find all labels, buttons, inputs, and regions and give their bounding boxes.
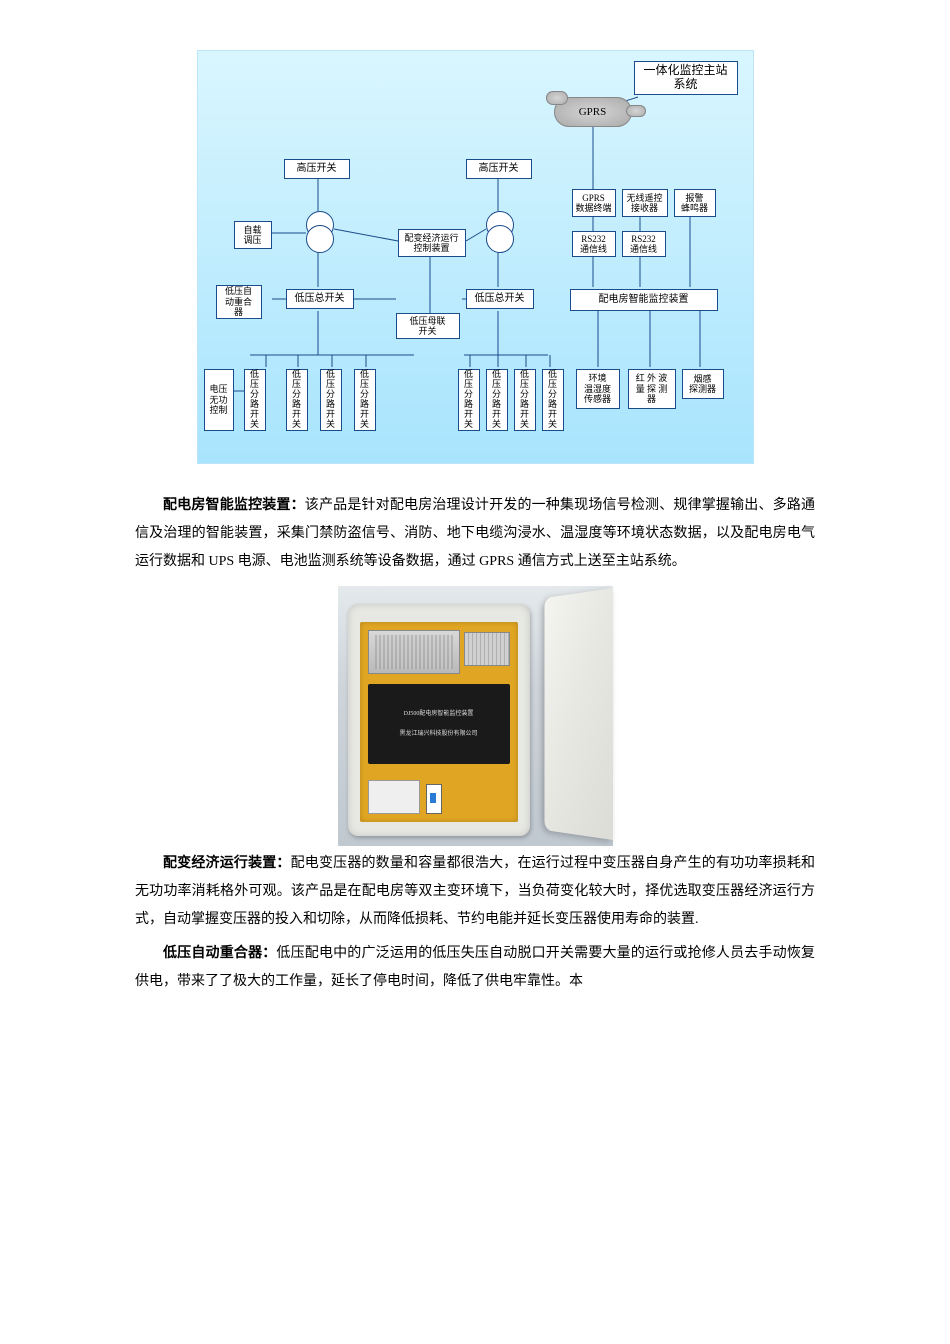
auto-load-regulate: 自载调压 — [234, 221, 272, 249]
lv-main-left: 低压总开关 — [286, 289, 354, 309]
cloud-small-2 — [626, 105, 646, 117]
lv-branch-7: 低压分路开关 — [514, 369, 536, 431]
lv-branch-8: 低压分路开关 — [542, 369, 564, 431]
cloud-small-1 — [546, 91, 568, 105]
hv-switch-right: 高压开关 — [466, 159, 532, 179]
smart-monitor-box: 配电房智能监控装置 — [570, 289, 718, 311]
lv-branch-2: 低压分路开关 — [286, 369, 308, 431]
system-diagram-container: 一体化监控主站系统 GPRS 高压开关 高压开关 自载调压 配变经济运行控制装置… — [135, 50, 815, 464]
device-photo: DJ500配电房智能监控装置 黑龙江瑞兴科技股份有限公司 — [338, 586, 613, 846]
transformer-r-bot — [486, 225, 514, 253]
env-sensor: 环境温湿度传感器 — [576, 369, 620, 409]
paragraph-econ-device: 配变经济运行装置：配电变压器的数量和容量都很浩大，在运行过程中变压器自身产生的有… — [135, 850, 815, 934]
title-monitor-station: 一体化监控主站系统 — [634, 61, 738, 95]
device-breaker — [426, 784, 442, 814]
device-psu — [368, 630, 460, 674]
system-diagram: 一体化监控主站系统 GPRS 高压开关 高压开关 自载调压 配变经济运行控制装置… — [197, 50, 754, 464]
wireless-receiver: 无线遥控接收器 — [622, 189, 668, 217]
paragraph-monitor-device: 配电房智能监控装置：该产品是针对配电房治理设计开发的一种集现场信号检测、规律掌握… — [135, 492, 815, 576]
paragraph-recloser: 低压自动重合器：低压配电中的广泛运用的低压失压自动脱口开关需要大量的运行或抢修人… — [135, 940, 815, 996]
device-heatsink — [464, 632, 510, 666]
lv-branch-1: 低压分路开关 — [244, 369, 266, 431]
gprs-terminal: GPRS数据终端 — [572, 189, 616, 217]
smoke-detector: 烟感探测器 — [682, 369, 724, 399]
tie-switch: 低压母联开关 — [396, 313, 460, 339]
hv-switch-left: 高压开关 — [284, 159, 350, 179]
device-photo-container: DJ500配电房智能监控装置 黑龙江瑞兴科技股份有限公司 — [135, 586, 815, 846]
device-controller-module: DJ500配电房智能监控装置 黑龙江瑞兴科技股份有限公司 — [368, 684, 510, 764]
device-mount-plate: DJ500配电房智能监控装置 黑龙江瑞兴科技股份有限公司 — [360, 622, 518, 822]
econ-run-controller: 配变经济运行控制装置 — [398, 229, 466, 257]
p3-heading: 低压自动重合器： — [163, 946, 276, 961]
device-label-bottom: 黑龙江瑞兴科技股份有限公司 — [399, 728, 477, 740]
device-label-top: DJ500配电房智能监控装置 — [404, 708, 474, 720]
alarm-buzzer: 报警蜂鸣器 — [674, 189, 716, 217]
rs232-a: RS232通信线 — [572, 231, 616, 257]
voltage-reactive: 电压无功控制 — [204, 369, 234, 431]
rs232-b: RS232通信线 — [622, 231, 666, 257]
lv-branch-4: 低压分路开关 — [354, 369, 376, 431]
p1-heading: 配电房智能监控装置： — [163, 498, 305, 513]
p2-heading: 配变经济运行装置： — [163, 856, 291, 871]
lv-branch-3: 低压分路开关 — [320, 369, 342, 431]
ir-detector: 红 外 波量 探 测器 — [628, 369, 676, 409]
lv-main-right: 低压总开关 — [466, 289, 534, 309]
device-enclosure-door — [544, 588, 613, 840]
transformer-l-bot — [306, 225, 334, 253]
lv-branch-6: 低压分路开关 — [486, 369, 508, 431]
lv-branch-5: 低压分路开关 — [458, 369, 480, 431]
auto-recloser: 低压自动重合器 — [216, 285, 262, 319]
device-terminal-block — [368, 780, 420, 814]
